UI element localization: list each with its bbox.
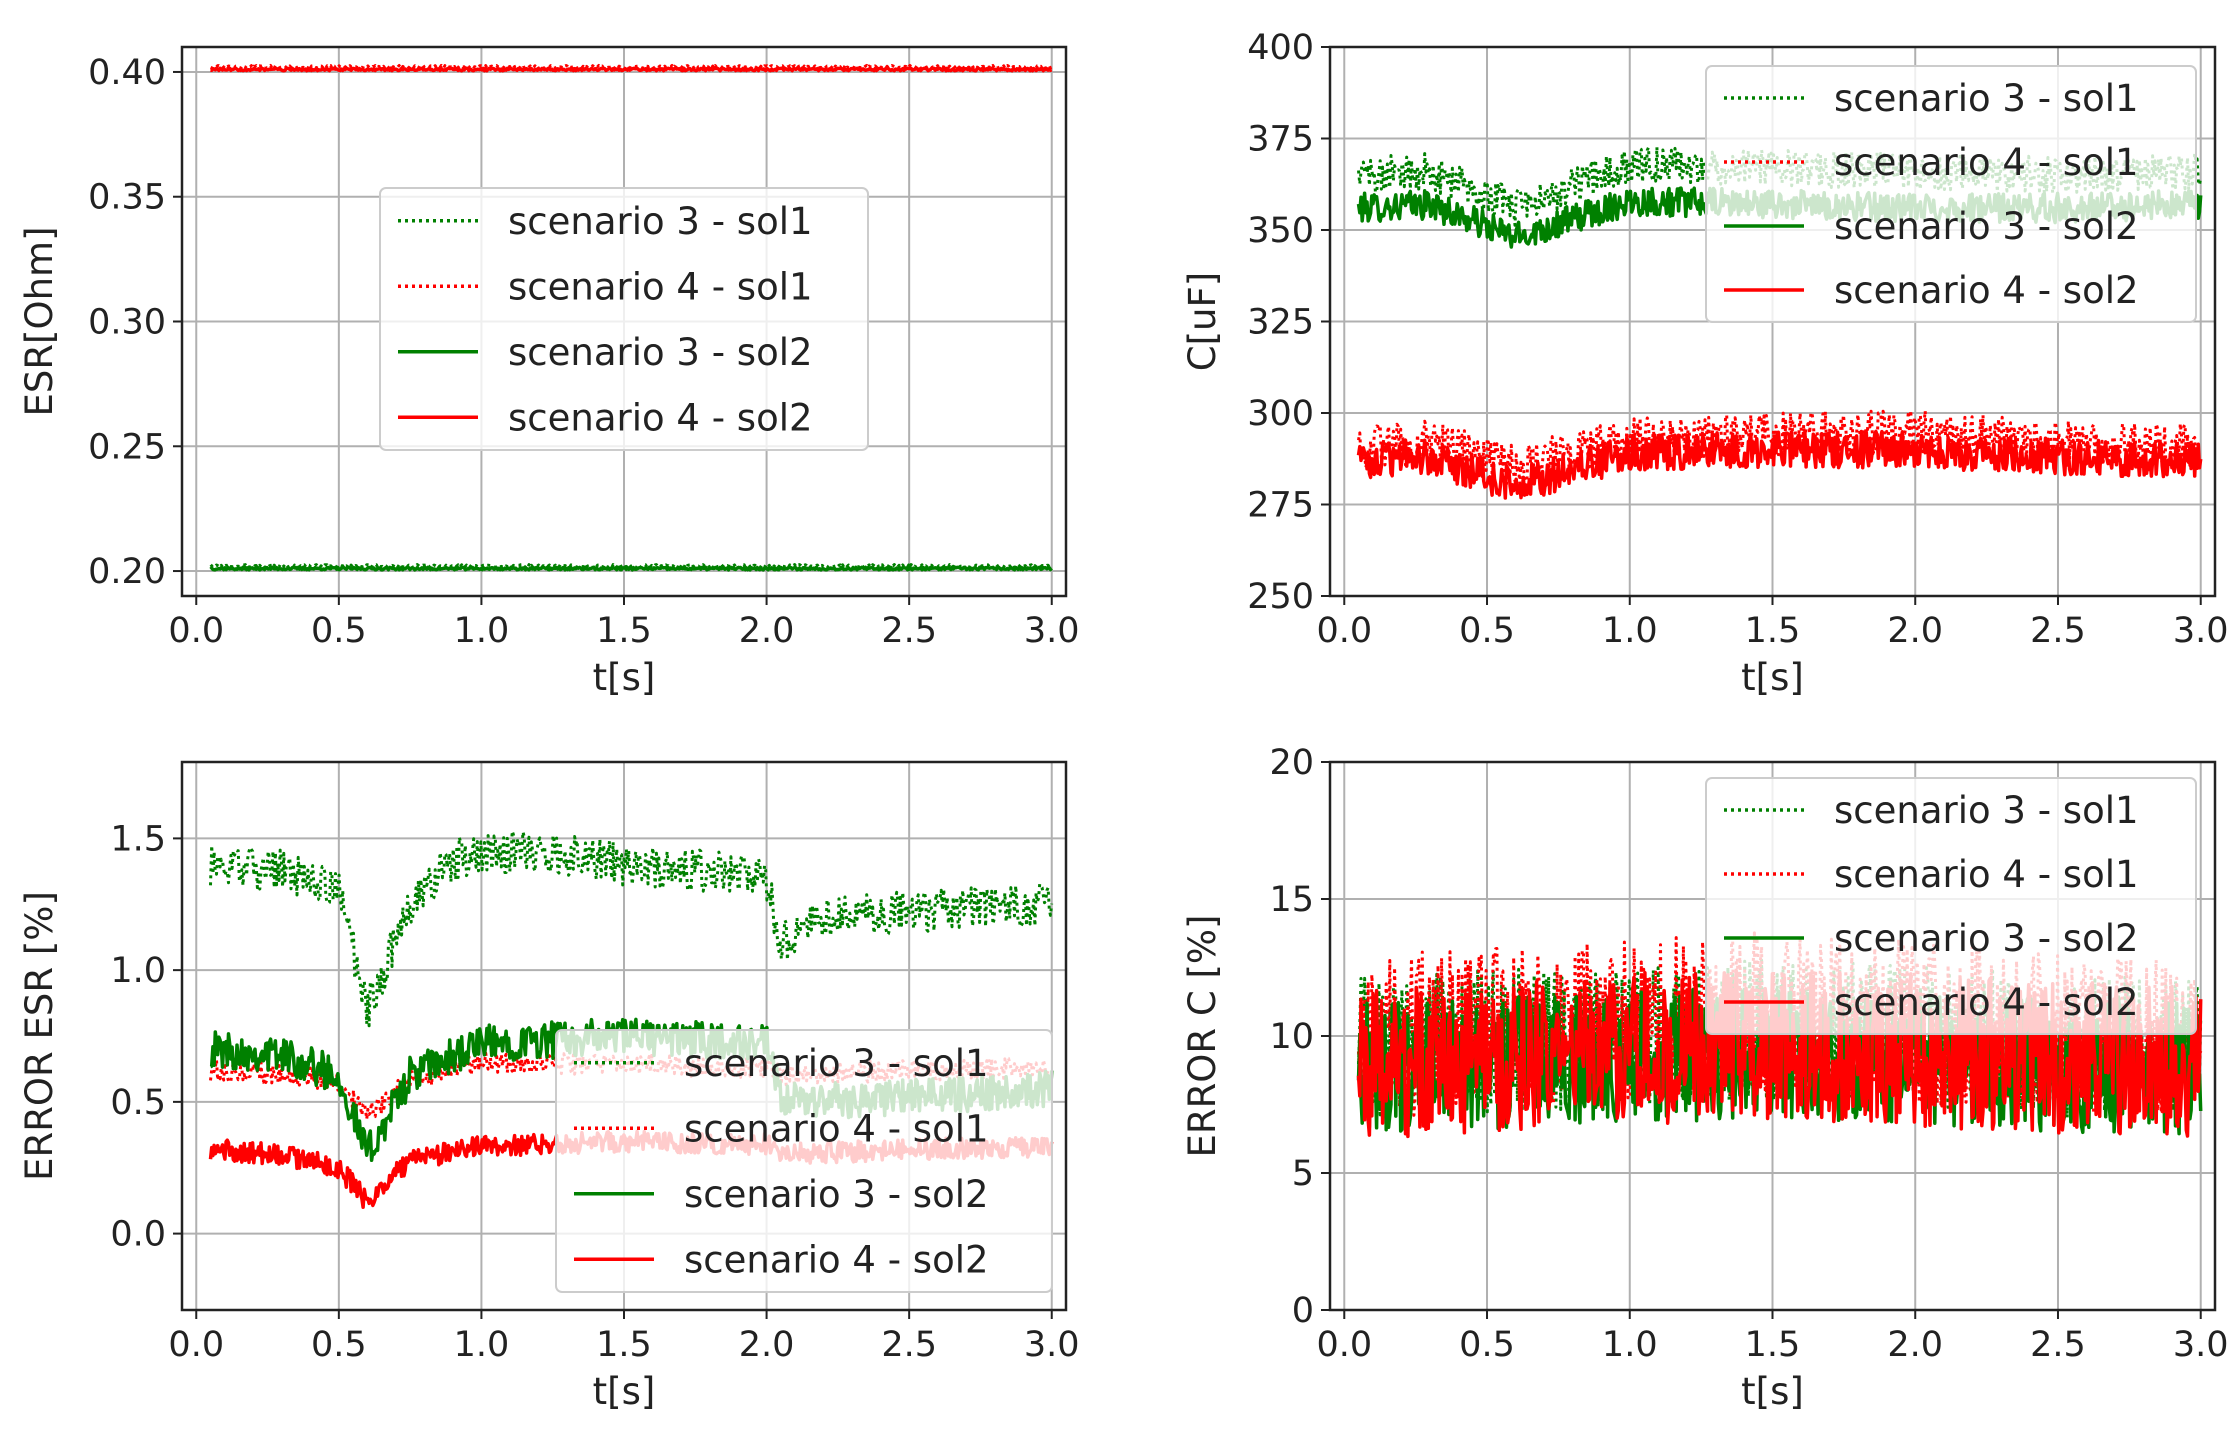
y-tick-label: 5 bbox=[1292, 1154, 1314, 1194]
legend: scenario 3 - sol1 scenario 4 - sol1 scenar… bbox=[1705, 65, 2197, 323]
x-tick-label: 1.5 bbox=[1745, 611, 1801, 651]
x-tick-label: 0.0 bbox=[168, 1325, 224, 1365]
x-tick-label: 3.0 bbox=[2173, 1325, 2229, 1365]
y-tick-label: 0.40 bbox=[88, 53, 166, 93]
x-tick-label: 2.0 bbox=[1887, 611, 1943, 651]
y-tick-label: 350 bbox=[1247, 211, 1314, 251]
x-tick-label: 2.0 bbox=[739, 1325, 795, 1365]
y-tick-label: 0.35 bbox=[88, 178, 166, 218]
chart-panel-2: 0.0 0.5 1.0 1.5 2.0 2.5 3.0 250 275 300 325 350 375 4… bbox=[1181, 28, 2229, 699]
x-tick-label: 2.0 bbox=[739, 611, 795, 651]
legend-label: scenario 4 - sol2 bbox=[508, 396, 813, 439]
y-tick-label: 1.0 bbox=[110, 951, 166, 991]
y-axis-label: ERROR ESR [%] bbox=[18, 891, 61, 1181]
chart-panel-4: 0.0 0.5 1.0 1.5 2.0 2.5 3.0 0 5 10 15 20 t[s] ERROR C… bbox=[1181, 743, 2229, 1413]
y-tick-label: 0.25 bbox=[88, 427, 166, 467]
legend-label: scenario 3 - sol2 bbox=[684, 1173, 989, 1216]
x-tick-label: 3.0 bbox=[2173, 611, 2229, 651]
y-tick-label: 400 bbox=[1247, 28, 1314, 68]
y-tick-label: 325 bbox=[1247, 303, 1314, 343]
x-tick-label: 2.0 bbox=[1887, 1325, 1943, 1365]
chart-panel-3: 0.0 0.5 1.0 1.5 2.0 2.5 3.0 0.0 0.5 1.0 1.5 t[s] ERR… bbox=[18, 760, 1080, 1413]
x-tick-label: 2.5 bbox=[2030, 611, 2086, 651]
x-axis-label: t[s] bbox=[593, 656, 656, 699]
x-tick-label: 2.5 bbox=[2030, 1325, 2086, 1365]
x-tick-label: 0.5 bbox=[1459, 1325, 1515, 1365]
y-tick-label: 300 bbox=[1247, 394, 1314, 434]
series-line-scenario-4-sol2 bbox=[209, 66, 1053, 73]
y-tick-label: 250 bbox=[1247, 577, 1314, 617]
x-tick-label: 0.5 bbox=[311, 1325, 367, 1365]
y-axis-label: ERROR C [%] bbox=[1181, 914, 1224, 1157]
legend-label: scenario 4 - sol2 bbox=[1834, 269, 2139, 312]
series-line-scenario-3-sol1 bbox=[209, 829, 1054, 1028]
legend-label: scenario 4 - sol2 bbox=[684, 1238, 989, 1281]
y-axis-label: C[uF] bbox=[1181, 272, 1224, 371]
y-tick-label: 275 bbox=[1247, 486, 1314, 526]
y-axis-label: ESR[Ohm] bbox=[18, 226, 61, 416]
legend-label: scenario 3 - sol2 bbox=[1834, 917, 2139, 960]
legend-label: scenario 4 - sol1 bbox=[1834, 853, 2139, 896]
legend-label: scenario 3 - sol1 bbox=[508, 200, 813, 243]
x-tick-label: 1.5 bbox=[596, 611, 652, 651]
x-tick-label: 2.5 bbox=[881, 1325, 937, 1365]
x-axis-label: t[s] bbox=[1741, 656, 1804, 699]
x-tick-label: 0.5 bbox=[1459, 611, 1515, 651]
x-tick-label: 2.5 bbox=[881, 611, 937, 651]
legend: scenario 3 - sol1 scenario 4 - sol1 scenar… bbox=[1705, 777, 2197, 1035]
legend-label: scenario 4 - sol1 bbox=[1834, 141, 2139, 184]
legend-label: scenario 3 - sol2 bbox=[1834, 205, 2139, 248]
legend-box bbox=[555, 1029, 1053, 1293]
x-tick-label: 1.0 bbox=[454, 611, 510, 651]
x-tick-label: 0.5 bbox=[311, 611, 367, 651]
y-tick-label: 0.0 bbox=[110, 1215, 166, 1255]
x-tick-label: 1.0 bbox=[1602, 611, 1658, 651]
legend-label: scenario 4 - sol1 bbox=[508, 265, 813, 308]
legend-box bbox=[379, 187, 869, 451]
legend-box bbox=[1705, 65, 2197, 323]
x-tick-label: 0.0 bbox=[1316, 1325, 1372, 1365]
legend: scenario 3 - sol1 scenario 4 - sol1 scenar… bbox=[379, 187, 869, 451]
x-tick-label: 3.0 bbox=[1024, 611, 1080, 651]
series-line-scenario-3-sol2 bbox=[209, 565, 1053, 572]
legend-box bbox=[1705, 777, 2197, 1035]
x-tick-label: 1.0 bbox=[1602, 1325, 1658, 1365]
x-tick-label: 0.0 bbox=[1316, 611, 1372, 651]
x-tick-label: 0.0 bbox=[168, 611, 224, 651]
series-line-scenario-4-sol2 bbox=[1356, 429, 2203, 500]
y-tick-label: 0.5 bbox=[110, 1083, 166, 1123]
y-tick-label: 375 bbox=[1247, 120, 1314, 160]
y-tick-label: 20 bbox=[1269, 743, 1314, 783]
chart-panel-1: 0.0 0.5 1.0 1.5 2.0 2.5 3.0 0.20 0.25 0.30 0.35 0.4… bbox=[18, 45, 1080, 699]
y-tick-label: 15 bbox=[1269, 880, 1314, 920]
x-tick-label: 1.0 bbox=[454, 1325, 510, 1365]
legend: scenario 3 - sol1 scenario 4 - sol1 scenar… bbox=[555, 1029, 1053, 1293]
y-tick-label: 0.20 bbox=[88, 552, 166, 592]
legend-label: scenario 3 - sol1 bbox=[684, 1042, 989, 1085]
legend-label: scenario 4 - sol2 bbox=[1834, 981, 2139, 1024]
y-tick-label: 0 bbox=[1292, 1291, 1314, 1331]
legend-label: scenario 3 - sol2 bbox=[508, 331, 813, 374]
legend-label: scenario 3 - sol1 bbox=[1834, 789, 2139, 832]
x-tick-label: 3.0 bbox=[1024, 1325, 1080, 1365]
legend-label: scenario 3 - sol1 bbox=[1834, 77, 2139, 120]
x-axis-label: t[s] bbox=[593, 1370, 656, 1413]
x-tick-label: 1.5 bbox=[596, 1325, 652, 1365]
x-tick-label: 1.5 bbox=[1745, 1325, 1801, 1365]
y-tick-label: 0.30 bbox=[88, 303, 166, 343]
legend-label: scenario 4 - sol1 bbox=[684, 1107, 989, 1150]
y-tick-label: 10 bbox=[1269, 1017, 1314, 1057]
x-axis-label: t[s] bbox=[1741, 1370, 1804, 1413]
y-tick-label: 1.5 bbox=[110, 819, 166, 859]
